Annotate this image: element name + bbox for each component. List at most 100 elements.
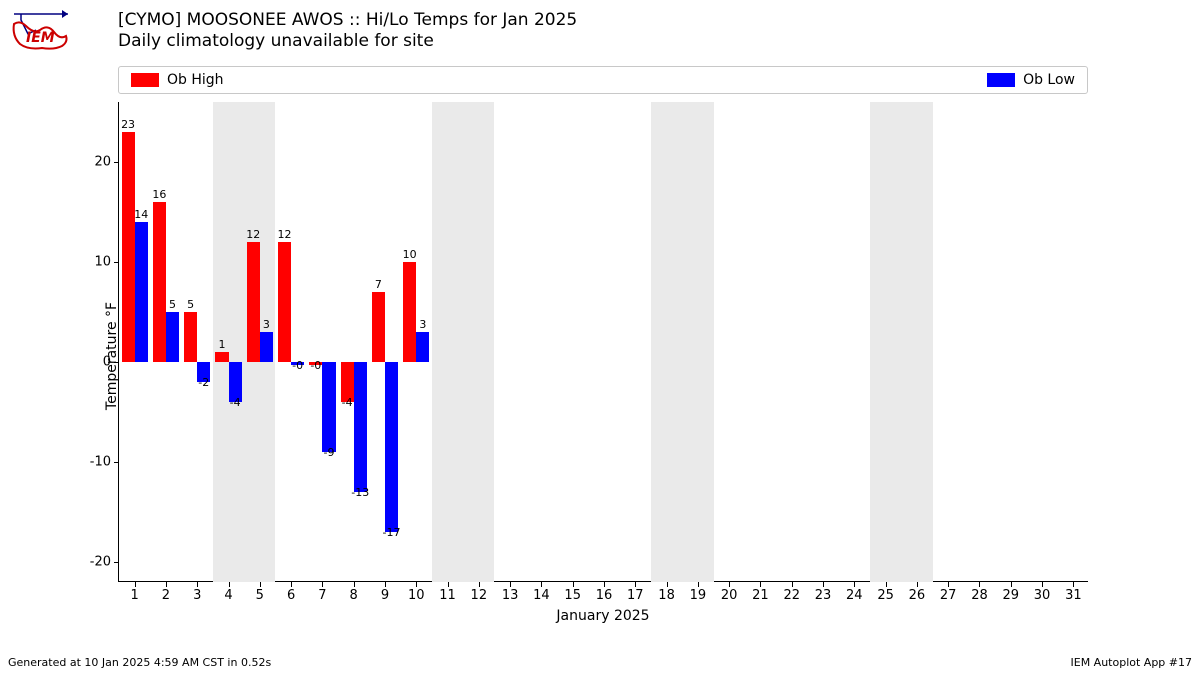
xtick-label: 31	[1065, 588, 1082, 603]
xtick-mark	[479, 582, 480, 587]
xtick-label: 27	[940, 588, 957, 603]
xtick-label: 28	[971, 588, 988, 603]
bar-label-low-day5: 3	[263, 318, 270, 331]
ytick-mark	[114, 262, 119, 263]
xtick-label: 3	[193, 588, 201, 603]
plot-area: -20-100102012345678910111213141516171819…	[118, 102, 1088, 582]
ytick-mark	[114, 162, 119, 163]
xtick-label: 29	[1002, 588, 1019, 603]
legend-label-high: Ob High	[167, 72, 224, 88]
chart-title: [CYMO] MOOSONEE AWOS :: Hi/Lo Temps for …	[118, 10, 577, 53]
bar-label-high-day9: 7	[375, 278, 382, 291]
xtick-label: 10	[408, 588, 425, 603]
xtick-label: 15	[564, 588, 581, 603]
bar-low-day10	[416, 332, 429, 362]
xtick-label: 13	[502, 588, 519, 603]
xtick-mark	[948, 582, 949, 587]
legend-item-high: Ob High	[131, 72, 224, 88]
title-line-2: Daily climatology unavailable for site	[118, 31, 577, 52]
legend-item-low: Ob Low	[987, 72, 1075, 88]
xtick-label: 8	[350, 588, 358, 603]
bar-label-low-day3: -2	[198, 376, 209, 389]
xtick-mark	[1011, 582, 1012, 587]
xtick-mark	[541, 582, 542, 587]
ytick-label: -10	[71, 455, 111, 470]
bar-high-day9	[372, 292, 385, 362]
xtick-label: 14	[533, 588, 550, 603]
xtick-mark	[917, 582, 918, 587]
bar-label-high-day4: 1	[218, 338, 225, 351]
xtick-label: 1	[131, 588, 139, 603]
xtick-mark	[197, 582, 198, 587]
bar-high-day4	[215, 352, 228, 362]
xtick-mark	[291, 582, 292, 587]
xtick-mark	[854, 582, 855, 587]
iem-logo: IEM	[6, 6, 76, 56]
ytick-label: -20	[71, 555, 111, 570]
xtick-mark	[1073, 582, 1074, 587]
xtick-label: 4	[224, 588, 232, 603]
bar-label-high-day10: 10	[403, 248, 417, 261]
xtick-label: 6	[287, 588, 295, 603]
bar-label-low-day9: -17	[383, 526, 401, 539]
chart: -20-100102012345678910111213141516171819…	[118, 102, 1088, 610]
x-axis-label: January 2025	[556, 608, 649, 624]
xtick-mark	[979, 582, 980, 587]
xtick-label: 25	[877, 588, 894, 603]
bar-high-day1	[122, 132, 135, 362]
xtick-label: 21	[752, 588, 769, 603]
xtick-mark	[135, 582, 136, 587]
ytick-label: 20	[71, 155, 111, 170]
bar-high-day10	[403, 262, 416, 362]
bar-low-day2	[166, 312, 179, 362]
bar-label-low-day4: -4	[230, 396, 241, 409]
xtick-mark	[510, 582, 511, 587]
xtick-mark	[416, 582, 417, 587]
xtick-mark	[667, 582, 668, 587]
ytick-label: 10	[71, 255, 111, 270]
xtick-mark	[604, 582, 605, 587]
weekend-band	[651, 102, 714, 582]
xtick-label: 23	[815, 588, 832, 603]
bar-label-low-day8: -13	[351, 486, 369, 499]
bar-low-day7	[322, 362, 335, 452]
xtick-mark	[354, 582, 355, 587]
bar-label-low-day10: 3	[419, 318, 426, 331]
xtick-mark	[385, 582, 386, 587]
bar-label-high-day7: -0	[310, 359, 321, 372]
xtick-label: 22	[783, 588, 800, 603]
xtick-label: 11	[439, 588, 456, 603]
bar-low-day1	[135, 222, 148, 362]
footer-app: IEM Autoplot App #17	[1071, 656, 1193, 669]
y-axis-label: Temperature °F	[104, 302, 120, 410]
bar-label-high-day5: 12	[246, 228, 260, 241]
xtick-label: 26	[909, 588, 926, 603]
bar-label-high-day8: -4	[342, 396, 353, 409]
xtick-mark	[260, 582, 261, 587]
xtick-mark	[448, 582, 449, 587]
xtick-mark	[792, 582, 793, 587]
xtick-label: 19	[690, 588, 707, 603]
xtick-mark	[166, 582, 167, 587]
bar-label-high-day1: 23	[121, 118, 135, 131]
svg-text:IEM: IEM	[26, 30, 55, 46]
legend-swatch-high	[131, 73, 159, 87]
legend: Ob High Ob Low	[118, 66, 1088, 94]
ytick-mark	[114, 562, 119, 563]
xtick-label: 7	[318, 588, 326, 603]
xtick-mark	[823, 582, 824, 587]
bar-low-day9	[385, 362, 398, 532]
bar-low-day8	[354, 362, 367, 492]
bar-label-high-day2: 16	[152, 188, 166, 201]
bar-label-high-day6: 12	[278, 228, 292, 241]
xtick-mark	[760, 582, 761, 587]
bar-high-day5	[247, 242, 260, 362]
bar-label-low-day1: 14	[134, 208, 148, 221]
ytick-mark	[114, 462, 119, 463]
xtick-mark	[1042, 582, 1043, 587]
weekend-band	[870, 102, 933, 582]
xtick-mark	[635, 582, 636, 587]
xtick-label: 18	[658, 588, 675, 603]
bar-label-high-day3: 5	[187, 298, 194, 311]
legend-swatch-low	[987, 73, 1015, 87]
